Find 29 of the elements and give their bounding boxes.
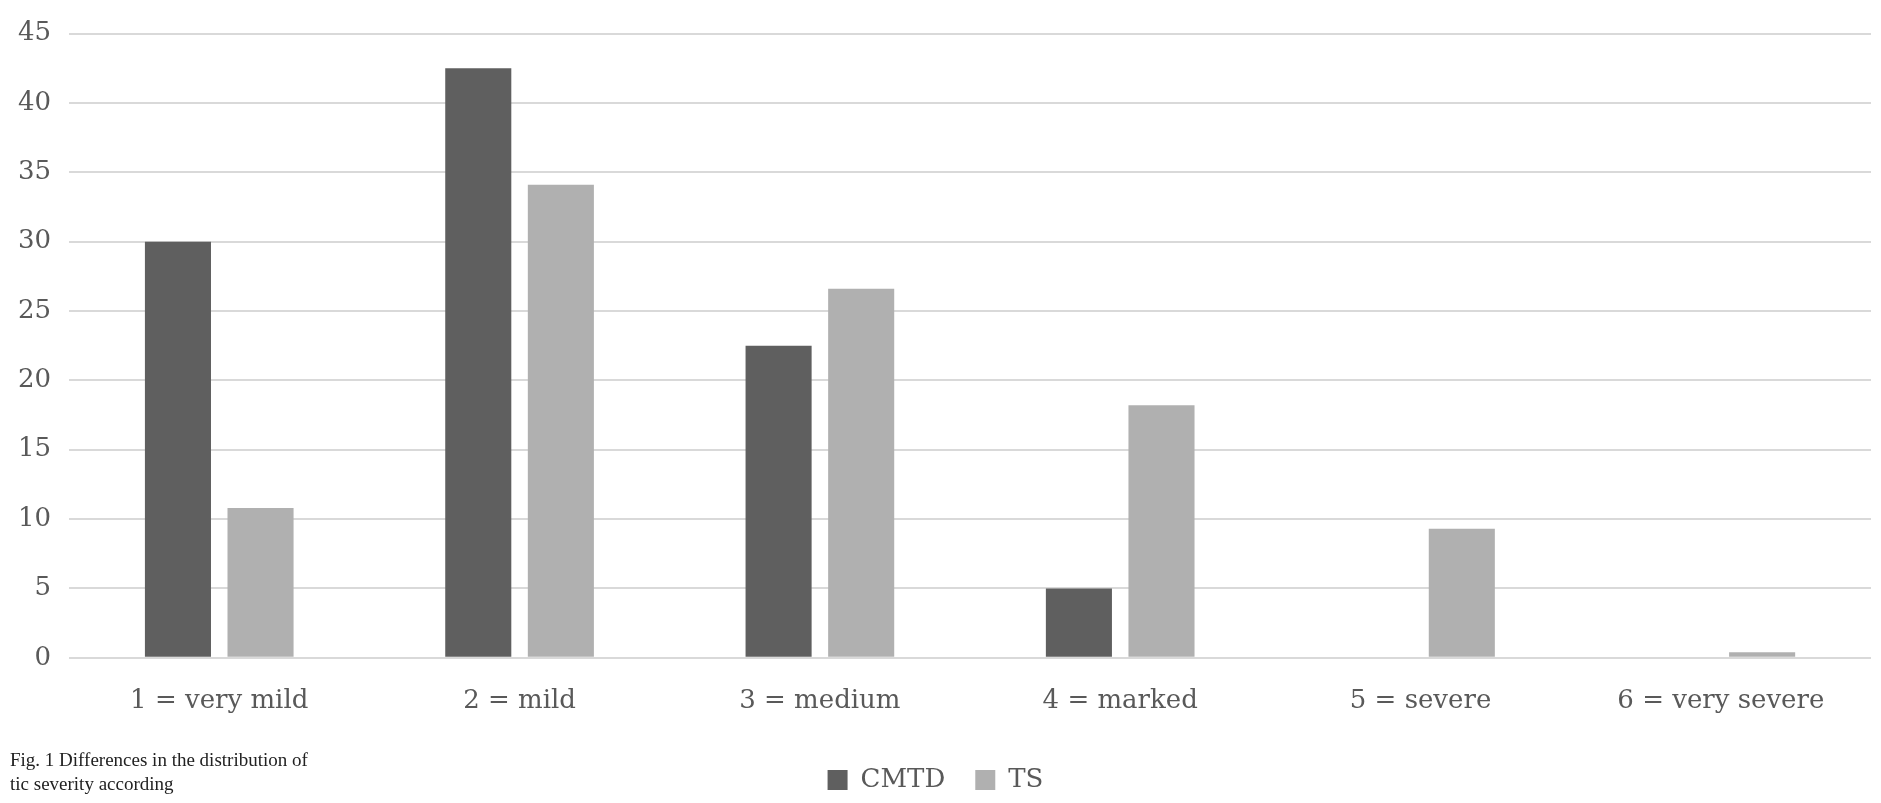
y-tick-label: 35 [17, 155, 52, 186]
bar [745, 345, 812, 657]
y-tick-label: 40 [17, 85, 52, 116]
x-tick-label: 5 = severe [1349, 684, 1492, 715]
bar [1128, 405, 1195, 657]
bar [1045, 588, 1112, 657]
y-tick-label: 15 [17, 432, 52, 463]
caption: Fig. 1 Differences in the distribution of tic severity according [10, 748, 309, 796]
y-tick-label: 20 [17, 363, 52, 394]
y-tick-label: 10 [17, 501, 52, 532]
bar [445, 68, 512, 657]
y-tick-label: 25 [17, 293, 52, 324]
bar [1729, 652, 1796, 657]
bar [527, 184, 594, 657]
x-tick-label: 3 = medium [739, 684, 901, 715]
legend-label: TS [1008, 762, 1044, 793]
x-tick-label: 1 = very mild [130, 684, 309, 715]
y-tick-label: 5 [34, 571, 52, 602]
y-tick-label: 45 [17, 16, 52, 47]
x-tick-label: 6 = very severe [1617, 684, 1825, 715]
bar [1428, 528, 1495, 657]
legend-label: CMTD [860, 762, 946, 793]
y-tick-label: 30 [17, 224, 52, 255]
bar [144, 241, 211, 657]
x-tick-label: 2 = mild [463, 684, 576, 715]
bar [828, 288, 895, 657]
x-tick-label: 4 = marked [1042, 684, 1198, 715]
y-tick-label: 0 [34, 640, 52, 671]
bar [227, 507, 294, 657]
